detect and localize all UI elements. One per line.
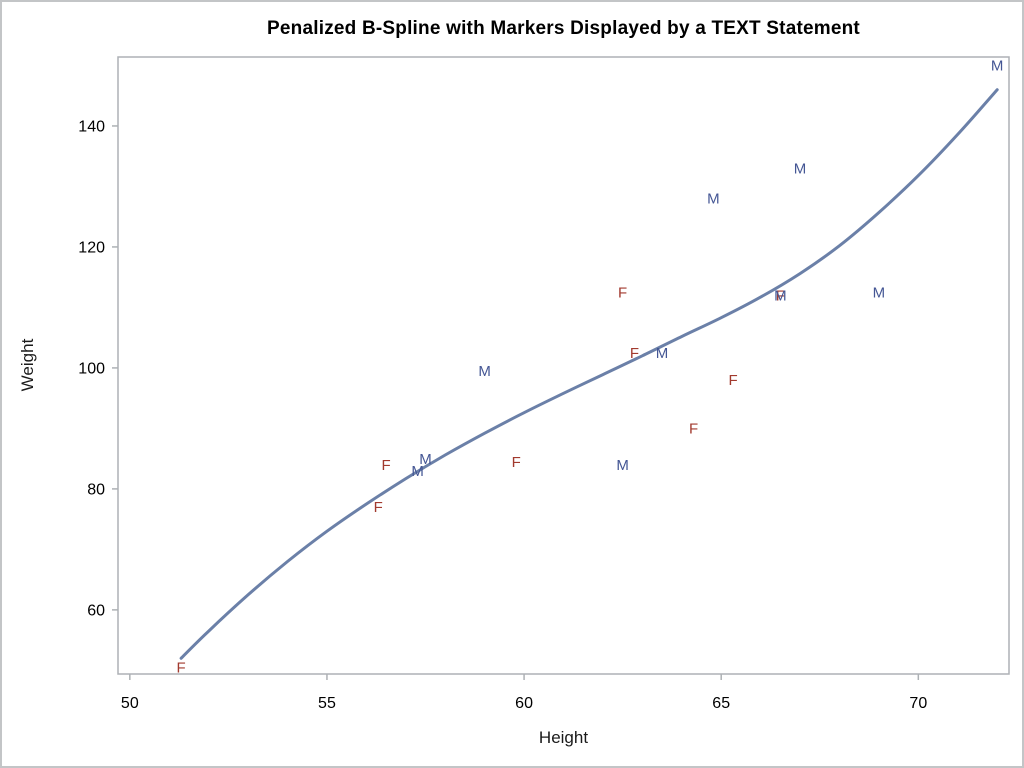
- y-axis-title: Weight: [18, 338, 37, 392]
- data-point-marker-m: M: [707, 191, 720, 208]
- y-tick-label: 60: [87, 602, 105, 619]
- data-point-marker-m: M: [478, 363, 491, 380]
- data-point-marker-m: M: [411, 463, 424, 480]
- data-point-marker-m: M: [991, 58, 1004, 75]
- x-tick-label: 60: [515, 695, 533, 712]
- data-point-marker-f: F: [618, 285, 627, 302]
- plot-wall: [117, 56, 1010, 675]
- data-point-marker-m: M: [656, 345, 669, 362]
- data-point-marker-m: M: [616, 457, 629, 474]
- x-tick-label: 55: [318, 695, 336, 712]
- y-tick-label: 100: [78, 360, 105, 377]
- data-point-marker-f: F: [374, 499, 383, 516]
- data-point-marker-f: F: [382, 457, 391, 474]
- data-point-marker-m: M: [873, 285, 886, 302]
- y-tick-label: 120: [78, 239, 105, 256]
- data-point-marker-f: F: [776, 288, 785, 305]
- y-tick-label: 80: [87, 481, 105, 498]
- x-tick-label: 65: [712, 695, 730, 712]
- data-point-marker-f: F: [512, 454, 521, 471]
- y-tick-label: 140: [78, 118, 105, 135]
- pbspline-fit-line: [179, 88, 999, 660]
- data-point-marker-f: F: [176, 660, 185, 677]
- x-tick-label: 50: [121, 695, 139, 712]
- data-point-marker-f: F: [630, 345, 639, 362]
- data-point-marker-f: F: [728, 372, 737, 389]
- chart-title: Penalized B-Spline with Markers Displaye…: [267, 18, 860, 39]
- data-point-marker-m: M: [419, 451, 432, 468]
- x-axis-title: Height: [538, 728, 589, 747]
- data-point-marker-m: M: [774, 288, 787, 305]
- x-tick-label: 70: [909, 695, 927, 712]
- data-point-marker-m: M: [794, 161, 807, 178]
- data-point-marker-f: F: [689, 421, 698, 438]
